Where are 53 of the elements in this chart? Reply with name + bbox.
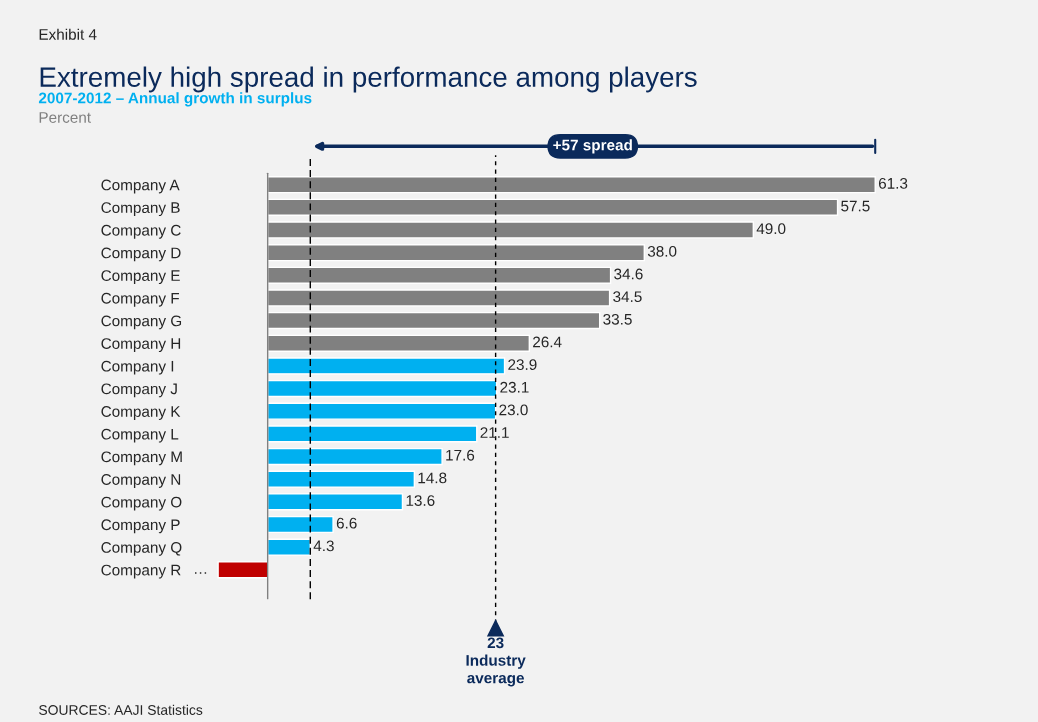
y-tick-label: Company F (101, 292, 180, 307)
data-label: 26.4 (533, 336, 562, 348)
y-tick-label: Company D (101, 247, 181, 262)
text: Percent (39, 112, 91, 123)
y-tick-label: Company L (101, 428, 179, 443)
ref-line-label: 23 Industry average (466, 637, 526, 687)
bar (266, 470, 416, 488)
data-label: 61.3 (878, 177, 908, 189)
bar (266, 425, 478, 443)
text: +57 spread (553, 139, 632, 154)
data-label: 23.9 (508, 359, 537, 371)
y-tick-label: Company C (101, 224, 181, 239)
data-label: 57.5 (841, 200, 870, 212)
y-tick-label: Company Q (101, 542, 182, 556)
data-label: 38.0 (647, 245, 677, 257)
data-label: 17.6 (446, 449, 475, 461)
y-tick-label: Company K (101, 406, 181, 420)
y-tick-label: Company B (101, 202, 180, 217)
data-label: 23.1 (500, 381, 529, 393)
bar (266, 357, 506, 375)
bar (266, 447, 443, 466)
y-tick-label: Company J (101, 383, 177, 398)
y-tick-label: Company R (101, 564, 181, 579)
data-label: 34.5 (613, 291, 642, 303)
y-tick-label: Company E (101, 270, 180, 285)
data-label: … (195, 572, 207, 574)
data-label: 23.0 (499, 404, 528, 416)
y-tick-label: Company A (101, 179, 180, 194)
data-label: 49.0 (756, 223, 786, 235)
chart-subtitle: 2007-2012 – Annual growth in surplus (38, 92, 312, 107)
text: Exhibit 4 (39, 28, 97, 40)
data-label: 4.3 (313, 540, 334, 552)
y-tick-label: Company M (101, 451, 182, 466)
bar (266, 538, 311, 556)
bar (217, 561, 269, 579)
bar (266, 402, 497, 420)
y-tick-label: Company N (101, 474, 181, 488)
data-label: 6.6 (336, 517, 357, 529)
y-tick-label: Company I (101, 360, 174, 375)
source-note: SOURCES: AAJI Statistics (39, 704, 203, 715)
y-tick-label: Company G (101, 315, 182, 330)
data-label: 21.1 (480, 427, 509, 438)
chart-title: Extremely high spread in performance among players (40, 66, 697, 93)
bar (266, 515, 334, 534)
bar (266, 493, 404, 511)
bar (266, 379, 498, 398)
y-tick-label: Company P (101, 519, 180, 534)
data-label: 13.6 (406, 495, 435, 506)
data-label: 33.5 (603, 313, 632, 325)
y-tick-label: Company H (101, 338, 181, 352)
data-label: 14.8 (418, 472, 447, 484)
y-tick-label: Company O (101, 496, 182, 511)
data-label: 34.6 (614, 268, 643, 280)
